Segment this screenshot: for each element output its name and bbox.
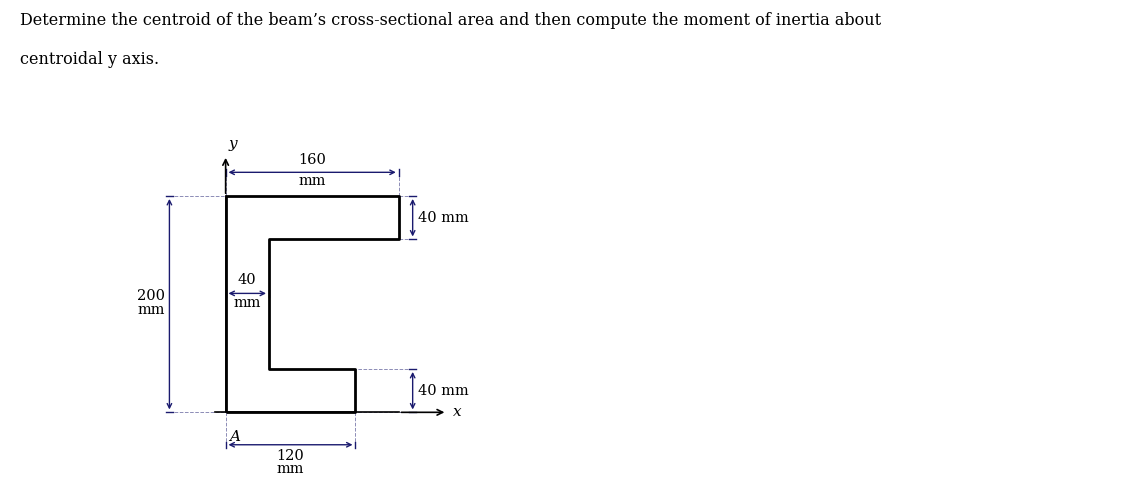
Text: centroidal y axis.: centroidal y axis.	[20, 51, 159, 68]
Text: mm: mm	[234, 296, 261, 309]
Text: mm: mm	[137, 303, 165, 317]
Text: y: y	[228, 137, 237, 151]
Text: 200: 200	[137, 288, 165, 303]
Text: 40 mm: 40 mm	[418, 211, 469, 224]
Text: A: A	[228, 429, 240, 444]
Text: 40 mm: 40 mm	[418, 384, 469, 398]
Text: Determine the centroid of the beam’s cross-sectional area and then compute the m: Determine the centroid of the beam’s cro…	[20, 12, 882, 29]
Text: mm: mm	[299, 175, 326, 188]
Text: 160: 160	[298, 153, 326, 167]
Text: x: x	[452, 406, 461, 419]
Text: 40: 40	[237, 273, 257, 287]
Text: mm: mm	[277, 462, 304, 476]
Text: 120: 120	[277, 449, 304, 463]
